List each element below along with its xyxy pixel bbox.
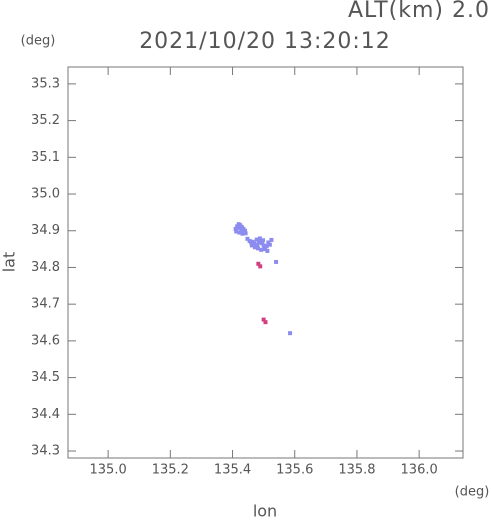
x-tick-label: 135.0	[90, 463, 127, 478]
y-axis-title: lat	[0, 252, 19, 273]
chart-title: 2021/10/20 13:20:12	[139, 29, 391, 54]
data-point	[261, 238, 266, 243]
data-point	[264, 244, 269, 249]
data-point	[243, 231, 248, 236]
data-point	[249, 243, 254, 248]
chart-subtitle: ALT(km) 2.0	[348, 0, 490, 23]
data-point	[260, 241, 265, 246]
data-point	[254, 237, 259, 242]
data-point	[245, 236, 250, 241]
data-point	[256, 246, 261, 251]
x-axis-title: lon	[253, 502, 277, 521]
x-tick-label: 135.2	[152, 463, 189, 478]
data-point	[262, 247, 267, 252]
x-tick-label: 136.0	[401, 463, 438, 478]
data-point	[265, 248, 270, 253]
data-point	[236, 225, 241, 230]
data-point	[288, 331, 293, 336]
data-point	[255, 243, 260, 248]
y-tick-label: 34.3	[31, 444, 60, 459]
x-unit: (deg)	[455, 485, 490, 500]
y-tick-label: 35.3	[31, 76, 60, 91]
x-tick-label: 135.8	[338, 463, 375, 478]
y-tick-label: 34.5	[31, 370, 60, 385]
data-point	[256, 261, 261, 266]
data-point	[252, 245, 257, 250]
data-point	[234, 229, 239, 234]
data-point	[266, 240, 271, 245]
x-tick-label: 135.6	[276, 463, 313, 478]
y-tick-label: 34.8	[31, 260, 60, 275]
y-tick-label: 34.7	[31, 297, 60, 312]
y-tick-label: 35.2	[31, 113, 60, 128]
data-point	[258, 239, 263, 244]
data-point	[239, 228, 244, 233]
plot-frame	[67, 66, 464, 459]
y-tick-label: 34.4	[31, 407, 60, 422]
data-point	[263, 320, 268, 325]
data-point	[274, 259, 279, 264]
y-tick-label: 35.0	[31, 187, 60, 202]
y-tick-label: 34.6	[31, 333, 60, 348]
data-point	[242, 228, 247, 233]
data-point	[261, 317, 266, 322]
x-tick-label: 135.4	[214, 463, 251, 478]
data-point	[259, 247, 264, 252]
data-point	[237, 230, 242, 235]
y-tick-label: 34.9	[31, 223, 60, 238]
data-point	[269, 237, 274, 242]
y-tick-label: 35.1	[31, 150, 60, 165]
data-point	[233, 226, 238, 231]
y-unit: (deg)	[21, 34, 56, 49]
data-point	[257, 236, 262, 241]
data-point	[267, 242, 272, 247]
data-point	[240, 231, 245, 236]
data-point	[258, 264, 263, 269]
